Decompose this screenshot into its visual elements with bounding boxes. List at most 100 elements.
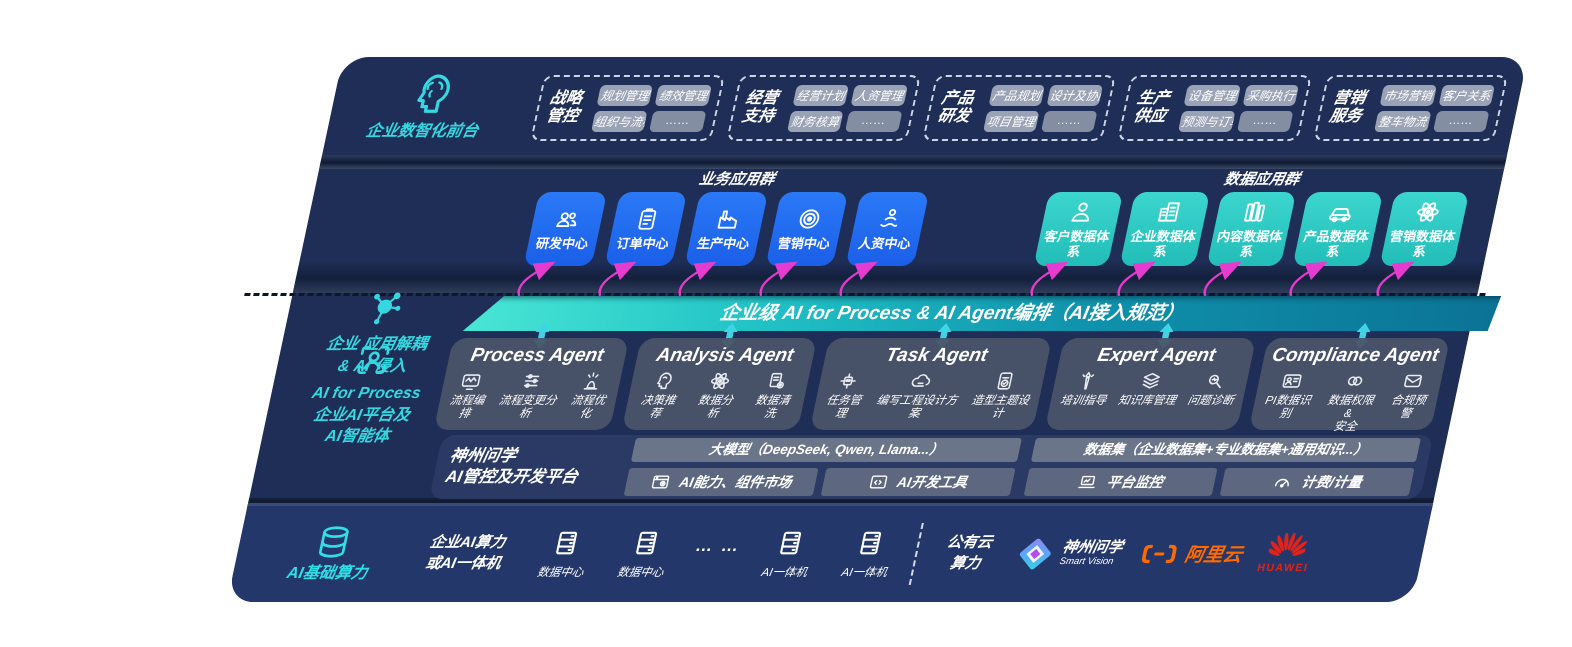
people-icon	[552, 206, 584, 232]
agent-item-label: 数据分析	[696, 395, 734, 421]
cloud-icon	[908, 370, 935, 392]
front-pill: 绩效管理	[655, 84, 712, 106]
server-icon	[853, 528, 889, 558]
agent-title: Process Agent	[468, 345, 606, 366]
front-pill-more: ……	[845, 110, 903, 132]
compute-nodes: 数据中心 数据中心 … … AI一体机 AI一体机	[530, 528, 903, 580]
agent-card-task: Task Agent 任务管理 编写工程设计方案 造型主题设计	[809, 338, 1053, 430]
front-group-pills: 市场营销 客户关系 整车物流 ……	[1374, 84, 1496, 132]
huawei-name: HUAWEI	[1256, 562, 1310, 574]
architecture-diagram: 企业数智化前台 战略管控 规划管理 绩效管理 组织与流程 …… 经营支持 经营计…	[227, 57, 1528, 602]
data-box-marketing: 营销数据体系	[1379, 192, 1470, 266]
compute-side-label: AI基础算力	[261, 523, 402, 585]
app-box-hr-center: 人资中心	[845, 192, 930, 266]
agent-item-label: 数据权限 & 安全	[1326, 395, 1375, 434]
app-label: 研发中心	[534, 236, 590, 252]
agent-item: 流程变更分析	[494, 370, 563, 421]
window-gear-icon	[648, 472, 672, 492]
app-groups-row: 企业 应用解耦 & AI 侵入 业务应用群 数据应用群 研发中心 订单中心 生产…	[296, 168, 1505, 375]
front-group-title: 经营支持	[740, 89, 780, 125]
laptop-icon	[1076, 472, 1100, 492]
layers-icon	[1138, 370, 1165, 392]
server-icon	[773, 528, 809, 558]
agent-items: 任务管理 编写工程设计方案 造型主题设计	[819, 370, 1038, 421]
agent-item-label: 流程变更分析	[497, 395, 558, 421]
platform-cells: 平台监控 计费/计量	[1023, 468, 1415, 496]
agent-item-label: 造型主题设计	[970, 395, 1031, 421]
front-pill: 产品规划	[988, 84, 1046, 106]
front-group-pills: 经营计划 人资管理 财务核算 ……	[786, 84, 908, 132]
alicloud-logo: 阿里云	[1137, 540, 1246, 567]
front-pill: 客户关系	[1438, 84, 1496, 106]
agent-items: 流程编排 流程变更分析 流程优化	[443, 370, 614, 421]
front-group-product: 产品研发 产品规划 设计及协同 项目管理 ……	[921, 75, 1117, 141]
agent-item-label: PI数据识别	[1264, 395, 1312, 421]
data-box-customer: 客户数据体系	[1033, 192, 1124, 266]
cell-billing-metering: 计费/计量	[1219, 468, 1415, 496]
agent-items: PI数据识别 数据权限 & 安全 合规预警	[1256, 370, 1436, 435]
business-app-boxes: 研发中心 订单中心 生产中心 营销中心 人资中心	[523, 192, 930, 266]
spark-icon	[579, 370, 606, 392]
smartvision-logo: 神州问学 Smart Vision	[1014, 536, 1126, 572]
node-label: AI一体机	[760, 566, 809, 579]
agent-card-expert: Expert Agent 培训指导 知识库管理 问题诊断	[1044, 338, 1257, 430]
huawei-logo: HUAWEI	[1256, 533, 1316, 574]
server-icon	[549, 528, 585, 558]
node-ellipsis: … …	[693, 535, 743, 555]
front-pill: 经营计划	[792, 84, 850, 106]
agents-row: Process Agent 流程编排 流程变更分析 流程优化 Analysis …	[433, 338, 1451, 433]
books-icon	[1239, 199, 1271, 225]
brain-head-icon	[402, 71, 458, 117]
cell-label: AI开发工具	[895, 474, 969, 490]
agents-side-label: AI for Process 企业AI平台及 AI智能体	[280, 341, 453, 448]
agent-item: PI数据识别	[1256, 370, 1320, 435]
front-group-pills: 规划管理 绩效管理 组织与流程 ……	[591, 84, 712, 132]
data-group-title: 数据应用群	[1222, 171, 1302, 188]
node-datacenter-2: 数据中心	[610, 528, 679, 580]
cell-ai-capability-market: AI能力、组件市场	[623, 468, 819, 496]
front-pill-more: ……	[649, 110, 707, 132]
smartvision-diamond-icon	[1019, 538, 1051, 569]
front-group-pills: 产品规划 设计及协同 项目管理 ……	[982, 84, 1104, 132]
huawei-flower-icon	[1266, 533, 1309, 556]
server-icon	[629, 528, 665, 558]
agent-item: 造型主题设计	[965, 370, 1037, 421]
circles-icon	[1342, 370, 1369, 392]
idcard-icon	[1279, 370, 1306, 392]
magenta-flow-arrows	[517, 261, 1415, 297]
agent-item-label: 知识库管理	[1116, 395, 1177, 407]
cell-label: AI能力、组件市场	[677, 474, 794, 490]
front-group-title: 产品研发	[936, 89, 976, 125]
app-box-production-center: 生产中心	[684, 192, 769, 266]
front-pill-more: ……	[1041, 110, 1098, 132]
platform-title: 神州问学 AI管控及开发平台	[443, 446, 580, 486]
agent-item: 数据清洗	[746, 370, 802, 421]
app-box-order-center: 订单中心	[604, 192, 688, 266]
agent-items: 决策推荐 数据分析 数据清洗	[631, 370, 802, 421]
compute-row: AI基础算力 企业AI算力 或AI一体机 数据中心 数据中心 … … AI一体机…	[227, 503, 1434, 602]
platform-model-column: 大模型（DeepSeek, Qwen, Llama...） AI能力、组件市场 …	[623, 438, 1022, 496]
front-group-title: 生产供应	[1131, 89, 1172, 125]
front-pill: 项目管理	[982, 110, 1040, 132]
app-label: 订单中心	[615, 236, 671, 252]
person-icon	[1067, 199, 1099, 225]
agents-section-title: AI for Process 企业AI平台及 AI智能体	[310, 385, 423, 446]
front-pill: 预测与订单	[1178, 110, 1236, 132]
onprem-compute-label: 企业AI算力 或AI一体机	[424, 534, 507, 572]
agent-item: 任务管理	[819, 370, 871, 421]
front-group-pills: 设备管理 采购执行 预测与订单 ……	[1178, 84, 1300, 132]
agent-title: Compliance Agent	[1270, 345, 1441, 366]
agent-item: 流程优化	[564, 370, 614, 421]
front-pill-more: ……	[1432, 110, 1490, 132]
torch-icon	[1074, 370, 1101, 392]
platform-cells: AI能力、组件市场 AI开发工具	[623, 468, 1016, 496]
cell-platform-monitor: 平台监控	[1023, 468, 1218, 496]
agent-card-analysis: Analysis Agent 决策推荐 数据分析 数据清洗	[621, 338, 817, 430]
agent-card-process: Process Agent 流程编排 流程变更分析 流程优化	[433, 338, 629, 430]
doc-check-icon	[991, 370, 1018, 392]
agent-item: 合规预警	[1381, 370, 1436, 435]
platform-dataset-column: 数据集（企业数据集+专业数据集+通用知识...） 平台监控 计费/计量	[1023, 438, 1421, 496]
front-pill: 整车物流	[1374, 110, 1432, 132]
agent-item-label: 流程优化	[569, 395, 607, 421]
agent-title: Task Agent	[884, 345, 990, 366]
